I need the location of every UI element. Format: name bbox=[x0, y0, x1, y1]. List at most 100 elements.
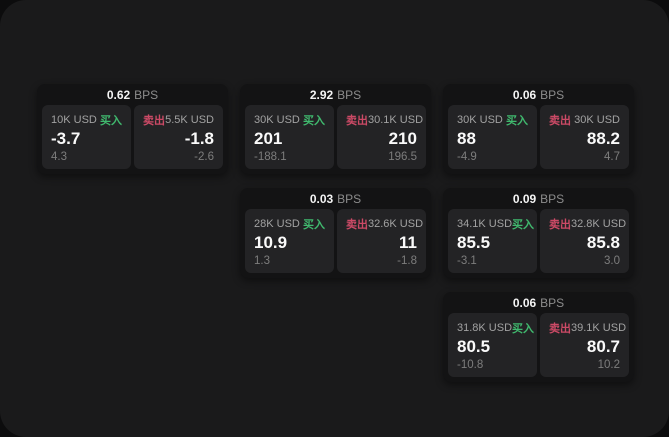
bps-value: 0.09 bbox=[512, 192, 537, 206]
sell-notional-label: 30.1K USD bbox=[368, 114, 424, 126]
quote-card-body: 30K USD 买入 201 -188.1 卖出 30.1K USD 210 1… bbox=[245, 105, 426, 169]
buy-sub-value: -3.1 bbox=[457, 255, 477, 267]
buy-panel[interactable]: 31.8K USD 买入 80.5 -10.8 bbox=[448, 313, 537, 377]
sell-panel[interactable]: 卖出 30K USD 88.2 4.7 bbox=[540, 105, 629, 169]
buy-side-badge: 买入 bbox=[512, 323, 535, 335]
buy-panel[interactable]: 28K USD 买入 10.9 1.3 bbox=[245, 209, 334, 273]
quote-card: 0.09 BPS 34.1K USD 买入 85.5 -3.1 卖出 32.8K… bbox=[443, 188, 634, 278]
buy-panel-top: 30K USD 买入 bbox=[457, 112, 528, 128]
buy-notional-label: 34.1K USD bbox=[457, 218, 513, 230]
sell-side-badge: 卖出 bbox=[143, 115, 165, 127]
buy-side-badge: 买入 bbox=[303, 219, 325, 231]
buy-panel-top: 31.8K USD 买入 bbox=[457, 320, 534, 336]
sell-side-badge: 卖出 bbox=[346, 115, 368, 127]
quote-card: 2.92 BPS 30K USD 买入 201 -188.1 卖出 30.1K … bbox=[240, 84, 431, 174]
bps-unit-label: BPS bbox=[337, 88, 362, 102]
bps-header: 0.09 BPS bbox=[443, 188, 634, 208]
buy-notional-label: 30K USD bbox=[457, 114, 503, 126]
buy-side-badge: 买入 bbox=[303, 115, 325, 127]
bps-value: 0.03 bbox=[309, 192, 334, 206]
sell-side-badge: 卖出 bbox=[346, 219, 368, 231]
quote-card-body: 28K USD 买入 10.9 1.3 卖出 32.6K USD 11 -1.8 bbox=[245, 209, 426, 273]
buy-side-badge: 买入 bbox=[512, 219, 535, 231]
buy-sub-value: -4.9 bbox=[457, 151, 477, 163]
sell-panel[interactable]: 卖出 39.1K USD 80.7 10.2 bbox=[540, 313, 629, 377]
quote-card-body: 31.8K USD 买入 80.5 -10.8 卖出 39.1K USD 80.… bbox=[448, 313, 629, 377]
sell-panel-top: 卖出 5.5K USD bbox=[143, 112, 214, 128]
sell-panel-top: 卖出 30.1K USD bbox=[346, 112, 423, 128]
buy-price-value: -3.7 bbox=[51, 129, 81, 148]
bps-value: 2.92 bbox=[309, 88, 334, 102]
sell-panel[interactable]: 卖出 5.5K USD -1.8 -2.6 bbox=[134, 105, 223, 169]
quote-card: 0.06 BPS 30K USD 买入 88 -4.9 卖出 30K USD 8… bbox=[443, 84, 634, 174]
sell-price-value: 80.7 bbox=[586, 337, 620, 356]
buy-price-value: 201 bbox=[254, 129, 283, 148]
buy-panel-top: 30K USD 买入 bbox=[254, 112, 325, 128]
sell-sub-value: -1.8 bbox=[397, 255, 417, 267]
buy-price-value: 10.9 bbox=[254, 233, 288, 252]
sell-panel[interactable]: 卖出 32.6K USD 11 -1.8 bbox=[337, 209, 426, 273]
buy-price-value: 80.5 bbox=[457, 337, 491, 356]
sell-notional-label: 30K USD bbox=[574, 114, 620, 126]
sell-sub-value: 196.5 bbox=[388, 151, 417, 163]
buy-notional-label: 10K USD bbox=[51, 114, 97, 126]
sell-price-value: 210 bbox=[388, 129, 417, 148]
quote-card-body: 10K USD 买入 -3.7 4.3 卖出 5.5K USD -1.8 -2.… bbox=[42, 105, 223, 169]
buy-panel-top: 28K USD 买入 bbox=[254, 216, 325, 232]
buy-notional-label: 30K USD bbox=[254, 114, 300, 126]
sell-price-value: 88.2 bbox=[586, 129, 620, 148]
bps-value: 0.06 bbox=[512, 88, 537, 102]
quote-card-body: 30K USD 买入 88 -4.9 卖出 30K USD 88.2 4.7 bbox=[448, 105, 629, 169]
bps-unit-label: BPS bbox=[134, 88, 159, 102]
sell-panel[interactable]: 卖出 30.1K USD 210 196.5 bbox=[337, 105, 426, 169]
sell-panel[interactable]: 卖出 32.8K USD 85.8 3.0 bbox=[540, 209, 629, 273]
sell-side-badge: 卖出 bbox=[549, 323, 571, 335]
buy-price-value: 85.5 bbox=[457, 233, 491, 252]
buy-sub-value: 1.3 bbox=[254, 255, 270, 267]
bps-header: 0.06 BPS bbox=[443, 84, 634, 104]
buy-panel[interactable]: 34.1K USD 买入 85.5 -3.1 bbox=[448, 209, 537, 273]
bps-header: 0.62 BPS bbox=[37, 84, 228, 104]
buy-notional-label: 31.8K USD bbox=[457, 322, 513, 334]
sell-notional-label: 5.5K USD bbox=[165, 114, 214, 126]
buy-notional-label: 28K USD bbox=[254, 218, 300, 230]
buy-panel[interactable]: 10K USD 买入 -3.7 4.3 bbox=[42, 105, 131, 169]
sell-notional-label: 39.1K USD bbox=[571, 322, 627, 334]
sell-price-value: 85.8 bbox=[586, 233, 620, 252]
buy-panel-top: 34.1K USD 买入 bbox=[457, 216, 534, 232]
buy-panel[interactable]: 30K USD 买入 201 -188.1 bbox=[245, 105, 334, 169]
sell-side-badge: 卖出 bbox=[549, 219, 571, 231]
buy-sub-value: -188.1 bbox=[254, 151, 287, 163]
bps-value: 0.62 bbox=[106, 88, 131, 102]
sell-sub-value: -2.6 bbox=[194, 151, 214, 163]
bps-header: 0.03 BPS bbox=[240, 188, 431, 208]
sell-price-value: 11 bbox=[399, 233, 417, 252]
sell-sub-value: 4.7 bbox=[604, 151, 620, 163]
sell-panel-top: 卖出 32.8K USD bbox=[549, 216, 626, 232]
quote-card: 0.03 BPS 28K USD 买入 10.9 1.3 卖出 32.6K US… bbox=[240, 188, 431, 278]
bps-unit-label: BPS bbox=[540, 296, 565, 310]
buy-price-value: 88 bbox=[457, 129, 476, 148]
quote-cards-grid: 0.62 BPS 10K USD 买入 -3.7 4.3 卖出 5.5K USD… bbox=[37, 84, 637, 384]
sell-price-value: -1.8 bbox=[184, 129, 214, 148]
sell-panel-top: 卖出 32.6K USD bbox=[346, 216, 423, 232]
quote-card: 0.62 BPS 10K USD 买入 -3.7 4.3 卖出 5.5K USD… bbox=[37, 84, 228, 174]
bps-value: 0.06 bbox=[512, 296, 537, 310]
sell-notional-label: 32.8K USD bbox=[571, 218, 627, 230]
sell-notional-label: 32.6K USD bbox=[368, 218, 424, 230]
sell-sub-value: 10.2 bbox=[597, 359, 620, 371]
sell-panel-top: 卖出 39.1K USD bbox=[549, 320, 626, 336]
buy-panel[interactable]: 30K USD 买入 88 -4.9 bbox=[448, 105, 537, 169]
bps-header: 2.92 BPS bbox=[240, 84, 431, 104]
bps-unit-label: BPS bbox=[540, 192, 565, 206]
buy-side-badge: 买入 bbox=[100, 115, 122, 127]
quote-card: 0.06 BPS 31.8K USD 买入 80.5 -10.8 卖出 39.1… bbox=[443, 292, 634, 382]
bps-unit-label: BPS bbox=[337, 192, 362, 206]
sell-panel-top: 卖出 30K USD bbox=[549, 112, 620, 128]
buy-side-badge: 买入 bbox=[506, 115, 528, 127]
bps-unit-label: BPS bbox=[540, 88, 565, 102]
quote-card-body: 34.1K USD 买入 85.5 -3.1 卖出 32.8K USD 85.8… bbox=[448, 209, 629, 273]
sell-side-badge: 卖出 bbox=[549, 115, 571, 127]
buy-sub-value: 4.3 bbox=[51, 151, 67, 163]
